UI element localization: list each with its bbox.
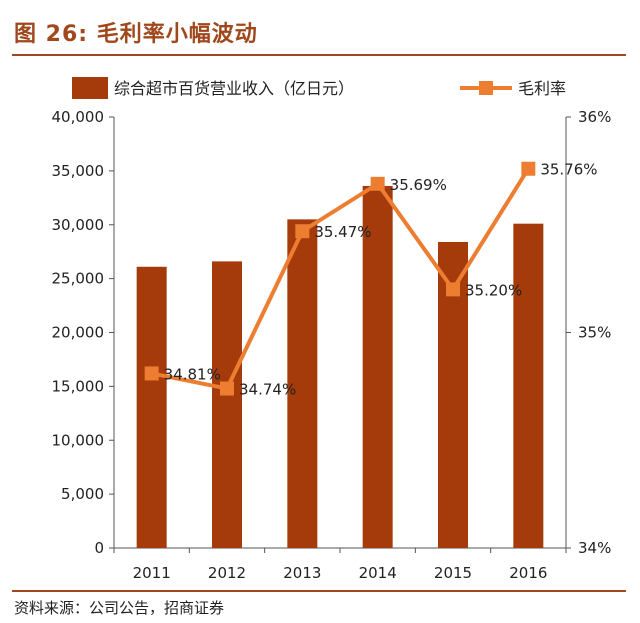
margin-data-label: 34.81%: [164, 365, 221, 383]
margin-marker: [295, 224, 310, 239]
left-tick-label: 0: [94, 539, 104, 557]
margin-marker: [220, 381, 234, 396]
source-note: 资料来源：公司公告，招商证券: [14, 599, 225, 617]
revenue-bar: [287, 219, 318, 549]
title-rule: [12, 54, 626, 56]
x-tick-label: 2011: [133, 564, 171, 582]
revenue-bar: [362, 185, 393, 548]
left-tick-label: 40,000: [52, 108, 105, 126]
margin-data-label: 34.74%: [239, 381, 296, 399]
legend-line-marker: [479, 81, 493, 95]
x-tick-label: 2013: [283, 564, 321, 582]
margin-marker: [521, 161, 536, 176]
x-tick-label: 2016: [509, 564, 547, 582]
margin-data-label: 35.76%: [540, 161, 597, 179]
margin-line: [151, 167, 531, 391]
left-tick-label: 20,000: [52, 324, 105, 342]
left-tick-label: 35,000: [52, 162, 105, 180]
margin-data-label: 35.47%: [314, 223, 371, 241]
revenue-bar: [513, 223, 544, 549]
x-tick-label: 2015: [434, 564, 472, 582]
revenue-bar: [212, 261, 242, 548]
right-tick-label: 35%: [578, 324, 611, 342]
margin-marker: [446, 282, 460, 297]
legend-bar-swatch: [72, 77, 108, 99]
margin-marker: [144, 366, 159, 381]
margin-data-label: 35.20%: [465, 281, 522, 299]
figure-title: 图 26: 毛利率小幅波动: [14, 22, 258, 47]
legend-bar-label: 综合超市百货营业收入（亿日元）: [114, 79, 354, 98]
left-tick-label: 30,000: [52, 216, 105, 234]
left-tick-label: 25,000: [52, 270, 105, 288]
left-tick-label: 15,000: [52, 377, 105, 395]
source-rule: [12, 590, 626, 592]
margin-data-label: 35.69%: [390, 176, 447, 194]
revenue-bar: [136, 266, 167, 548]
margin-marker: [370, 176, 385, 191]
right-tick-label: 36%: [578, 108, 611, 126]
legend-line-label: 毛利率: [518, 79, 566, 98]
right-tick-label: 34%: [578, 539, 611, 557]
left-tick-label: 10,000: [52, 431, 105, 449]
x-tick-label: 2012: [208, 564, 246, 582]
left-tick-label: 5,000: [61, 485, 104, 503]
x-tick-label: 2014: [359, 564, 397, 582]
